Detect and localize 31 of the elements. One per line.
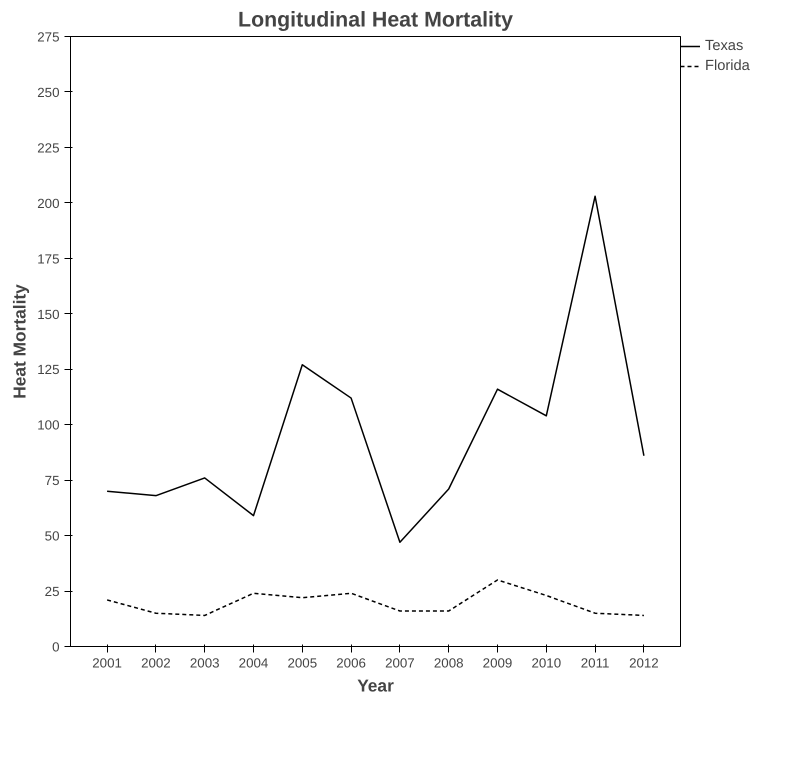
- y-tick-label: 275: [37, 30, 60, 44]
- y-tick-label: 25: [44, 584, 60, 600]
- line-series: [106, 195, 645, 543]
- legend-label: Florida: [705, 58, 750, 74]
- y-tick-label: 50: [44, 528, 60, 544]
- y-tick-label: 250: [37, 84, 60, 100]
- y-tick-label: 200: [37, 196, 60, 211]
- y-tick-label: 75: [44, 473, 60, 488]
- y-tick-label: 150: [37, 306, 60, 322]
- x-tick-label: 2009: [482, 656, 512, 670]
- y-tick-label: 125: [37, 362, 60, 378]
- x-tick-label: 2004: [238, 656, 269, 670]
- y-axis-title: Heat Mortality: [9, 284, 30, 399]
- x-tick-label: 2001: [92, 656, 122, 670]
- line-series: [106, 579, 645, 616]
- x-tick-label: 2011: [580, 656, 610, 670]
- y-tick-label: 100: [37, 418, 60, 433]
- y-tick-label: 0: [52, 640, 60, 654]
- legend-label: Texas: [705, 38, 744, 54]
- y-tick-label: 225: [37, 140, 60, 156]
- x-tick-label: 2002: [141, 656, 171, 670]
- y-tick-label: 175: [37, 251, 60, 266]
- x-tick-label: 2005: [287, 656, 318, 670]
- x-tick-label: 2008: [434, 656, 464, 670]
- x-axis-title: Year: [357, 676, 394, 696]
- chart-title: Longitudinal Heat Mortality: [238, 8, 514, 32]
- x-tick-label: 2003: [190, 656, 220, 670]
- x-tick-label: 2010: [531, 656, 562, 670]
- x-tick-label: 2006: [336, 656, 366, 670]
- x-tick-label: 2012: [629, 656, 659, 670]
- x-tick-label: 2007: [385, 656, 415, 670]
